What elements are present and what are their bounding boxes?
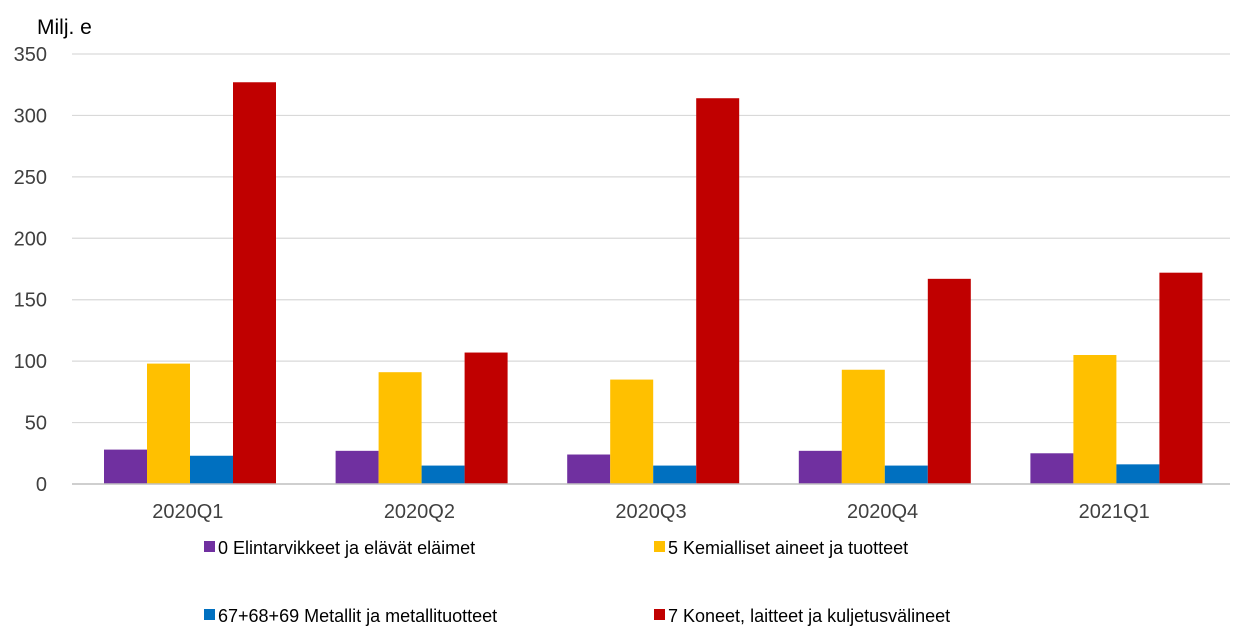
bar xyxy=(696,98,740,484)
bar xyxy=(798,450,842,484)
y-axis-unit-label: Milj. e xyxy=(37,16,92,39)
y-tick-label: 300 xyxy=(14,105,47,127)
bar xyxy=(147,363,190,484)
legend-label: 0 Elintarvikkeet ja elävät eläimet xyxy=(218,538,475,558)
bar xyxy=(927,278,971,484)
bar xyxy=(104,449,147,484)
legend-swatch xyxy=(654,541,665,552)
x-tick-label: 2020Q1 xyxy=(152,501,223,523)
x-tick-label: 2020Q2 xyxy=(384,501,455,523)
bar xyxy=(841,369,885,484)
x-axis-ticks: 2020Q1 2020Q2 2020Q3 2020Q4 2021Q1 xyxy=(152,501,1150,523)
bar xyxy=(1030,453,1074,484)
y-tick-label: 350 xyxy=(14,44,47,66)
bar xyxy=(884,465,928,484)
x-tick-label: 2021Q1 xyxy=(1079,501,1150,523)
legend-label: 67+68+69 Metallit ja metallituotteet xyxy=(218,606,497,626)
y-tick-label: 250 xyxy=(14,167,47,189)
y-tick-label: 50 xyxy=(25,413,47,435)
bar xyxy=(335,450,379,484)
bar xyxy=(1159,272,1203,484)
y-tick-label: 0 xyxy=(36,474,47,496)
x-tick-label: 2020Q3 xyxy=(615,501,686,523)
bar xyxy=(464,352,508,484)
bar xyxy=(1073,355,1117,484)
y-axis-ticks: 0 50 100 150 200 250 300 350 xyxy=(14,44,47,496)
legend: 0 Elintarvikkeet ja elävät eläimet 5 Kemi… xyxy=(204,538,950,626)
legend-label: 7 Koneet, laitteet ja kuljetusvälineet xyxy=(668,606,950,626)
bars xyxy=(104,82,1203,484)
bar xyxy=(610,379,654,484)
bar xyxy=(190,455,233,484)
bar xyxy=(421,465,465,484)
bar xyxy=(233,82,276,484)
bar xyxy=(378,372,422,484)
x-tick-label: 2020Q4 xyxy=(847,501,918,523)
bar xyxy=(1116,464,1160,484)
y-tick-label: 150 xyxy=(14,290,47,312)
legend-label: 5 Kemialliset aineet ja tuotteet xyxy=(668,538,908,558)
legend-swatch xyxy=(654,609,665,620)
bar xyxy=(567,454,611,484)
bar xyxy=(653,465,697,484)
legend-swatch xyxy=(204,541,215,552)
y-tick-label: 100 xyxy=(14,351,47,373)
legend-swatch xyxy=(204,609,215,620)
y-tick-label: 200 xyxy=(14,228,47,250)
